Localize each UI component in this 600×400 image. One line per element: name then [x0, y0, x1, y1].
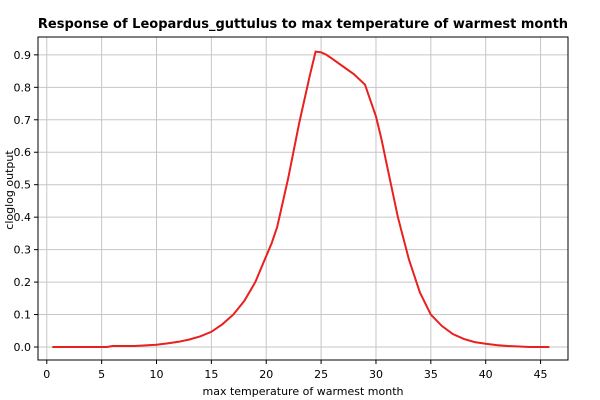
grid-lines	[38, 37, 568, 360]
plot-frame	[37, 36, 569, 361]
x-tick-label: 45	[534, 368, 548, 381]
x-tick-label: 40	[479, 368, 493, 381]
x-tick-label: 10	[150, 368, 164, 381]
x-tick-label: 25	[314, 368, 328, 381]
y-tick-label: 0.9	[14, 49, 32, 62]
x-axis-ticks: 0 5 10 15 20 25 30 35 40 45	[43, 360, 548, 381]
y-tick-label: 0.1	[14, 309, 32, 322]
y-tick-label: 0.3	[14, 244, 32, 257]
y-tick-label: 0.8	[14, 81, 32, 94]
y-tick-label: 0.7	[14, 114, 32, 127]
chart-title: Response of Leopardus_guttulus to max te…	[38, 17, 568, 32]
response-curve-line	[52, 50, 550, 348]
y-axis-label: cloglog output	[3, 150, 16, 230]
x-tick-label: 15	[204, 368, 218, 381]
y-axis-ticks: 0.0 0.1 0.2 0.3 0.4 0.5 0.6 0.7 0.8 0.9	[14, 49, 38, 354]
x-axis-label: max temperature of warmest month	[203, 385, 404, 398]
y-tick-label: 0.0	[14, 341, 32, 354]
x-tick-label: 20	[259, 368, 273, 381]
y-tick-label: 0.6	[14, 146, 32, 159]
y-tick-label: 0.5	[14, 179, 32, 192]
y-tick-label: 0.4	[14, 211, 32, 224]
y-tick-label: 0.2	[14, 276, 32, 289]
x-tick-label: 0	[43, 368, 50, 381]
x-tick-label: 35	[424, 368, 438, 381]
x-tick-label: 30	[369, 368, 383, 381]
x-tick-label: 5	[98, 368, 105, 381]
